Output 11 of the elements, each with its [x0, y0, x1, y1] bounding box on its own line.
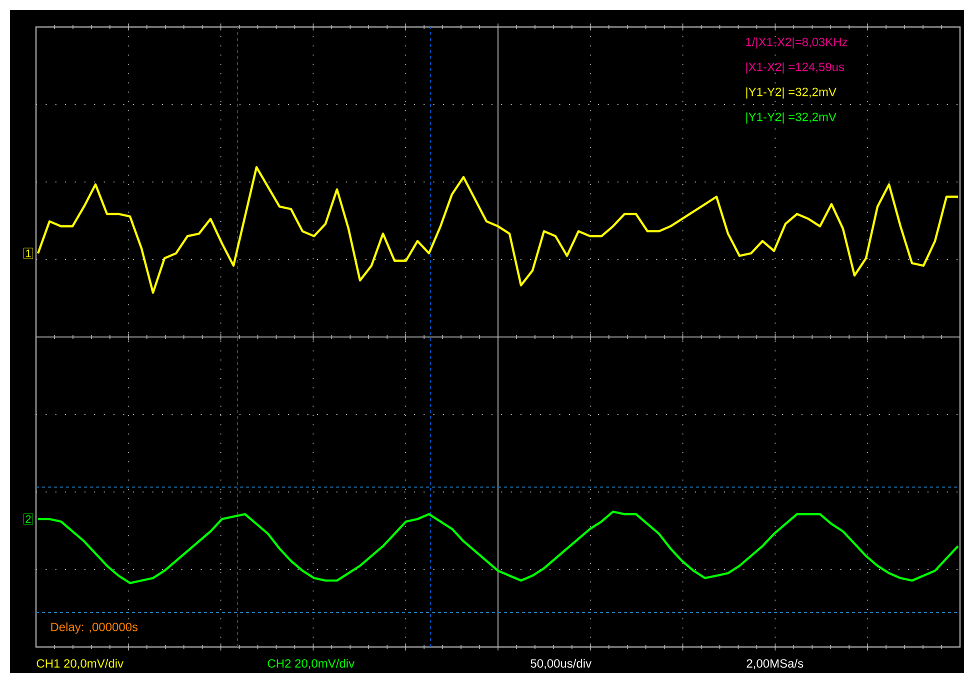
series-label: 2: [26, 515, 31, 523]
text: 2,00MSa/s: [746, 658, 804, 670]
text: CH2 20,0mV/div: [268, 658, 355, 670]
text: Delay: ,000000s: [51, 622, 138, 634]
text: |Y1-Y2| =32,2mV: [746, 87, 836, 99]
text: 50,00us/div: [530, 658, 592, 670]
text: CH1 20,0mV/div: [36, 658, 124, 670]
text: |Y1-Y2| =32,2mV: [746, 112, 836, 124]
text: |X1-X2| =124,59us: [746, 62, 844, 74]
text: 1/|X1-X2|=8,03KHz: [746, 37, 848, 49]
series-label: 1: [26, 250, 31, 258]
